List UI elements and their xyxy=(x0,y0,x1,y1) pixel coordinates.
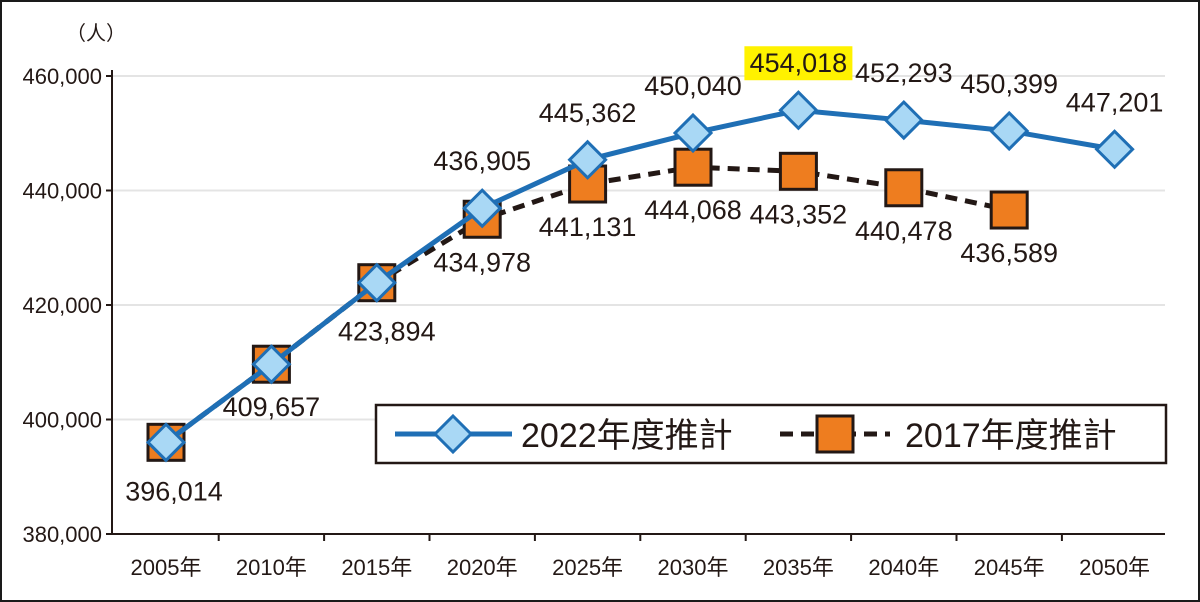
axes xyxy=(111,70,1165,535)
point-marker-2017 xyxy=(673,147,713,187)
data-label-2017: 443,352 xyxy=(750,199,848,229)
point-marker-2022 xyxy=(567,139,608,180)
point-marker-2022 xyxy=(356,262,397,303)
data-label-2022: 436,905 xyxy=(433,146,531,176)
x-tick-label: 2010年 xyxy=(236,555,307,580)
x-tick-labels: 2005年 2010年 2015年 2020年 2025年 2030年 2035年 2040年… xyxy=(131,534,1150,580)
data-label-2022: 450,399 xyxy=(960,69,1058,99)
legend-diamond-marker xyxy=(432,413,474,455)
point-marker-2022 xyxy=(672,112,714,154)
x-tick-label: 2045年 xyxy=(974,555,1045,580)
data-label-2017: 440,478 xyxy=(855,216,953,246)
data-label-2022: 454,018 xyxy=(750,48,848,78)
x-tick-label: 2025年 xyxy=(552,555,623,580)
legend-square-marker xyxy=(815,414,855,454)
point-marker-2022 xyxy=(778,90,819,131)
point-marker-2022 xyxy=(251,344,292,385)
data-label-2017: 396,014 xyxy=(125,476,223,506)
legend: 2022年度推計 2017年度推計 xyxy=(374,403,1168,465)
data-label-2017: 409,657 xyxy=(223,392,321,422)
legend-box xyxy=(374,403,1168,465)
x-tick-label: 2050年 xyxy=(1079,555,1150,580)
point-marker-2022 xyxy=(989,110,1030,152)
point-marker-2017 xyxy=(989,190,1029,230)
series-line-2017 xyxy=(164,164,1010,445)
legend-label-2017: 2017年度推計 xyxy=(905,417,1117,455)
x-tick-label: 2015年 xyxy=(341,555,412,580)
point-marker-2017 xyxy=(778,151,818,191)
x-tick-label: 2035年 xyxy=(763,555,834,580)
data-label-2022: 445,362 xyxy=(539,98,637,128)
x-tick-label: 2005年 xyxy=(131,555,202,580)
x-tick-label: 2020年 xyxy=(447,555,518,580)
data-label-2017: 441,131 xyxy=(539,212,637,242)
point-marker-2017 xyxy=(884,168,924,208)
y-tick-label: 380,000 xyxy=(22,522,102,547)
data-label-2022: 447,201 xyxy=(1066,87,1164,117)
data-label-2017: 436,589 xyxy=(960,238,1058,268)
y-unit-label: （人） xyxy=(66,22,126,45)
data-label-2017: 434,978 xyxy=(433,247,531,277)
data-label-2017: 444,068 xyxy=(644,195,742,225)
x-tick-label: 2030年 xyxy=(658,555,729,580)
point-marker-2022 xyxy=(462,188,503,229)
point-marker-2022 xyxy=(145,422,187,463)
point-marker-2022 xyxy=(883,100,924,141)
y-tick-label: 400,000 xyxy=(22,408,102,433)
point-marker-2022 xyxy=(1094,129,1135,170)
x-tick-label: 2040年 xyxy=(868,555,939,580)
series-line-2022 xyxy=(164,107,1116,445)
data-label-2017: 423,894 xyxy=(338,317,436,347)
y-tick-label: 460,000 xyxy=(22,64,102,89)
data-label-2022: 450,040 xyxy=(644,71,742,101)
y-tick-label: 440,000 xyxy=(22,179,102,204)
legend-label-2022: 2022年度推計 xyxy=(521,417,733,455)
y-tick-label: 420,000 xyxy=(22,293,102,318)
data-label-2022: 452,293 xyxy=(855,58,953,88)
highlight-box xyxy=(744,46,853,81)
y-tick-labels: 380,000 400,000 420,000 440,000 460,000 xyxy=(22,64,102,547)
series xyxy=(145,90,1135,463)
